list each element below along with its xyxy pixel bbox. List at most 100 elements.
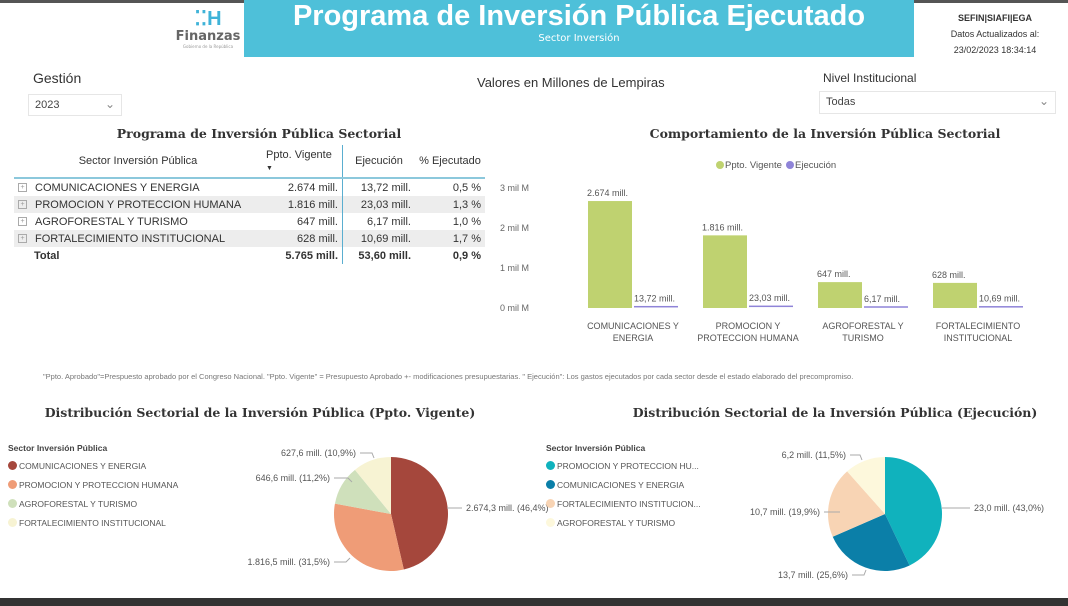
legend-item[interactable]: FORTALECIMIENTO INSTITUCION... — [546, 494, 701, 513]
sector-cell: + COMUNICACIONES Y ENERGIA — [14, 178, 262, 196]
col-ejecucion[interactable]: Ejecución — [342, 145, 415, 179]
pie-data-label: 1.816,5 mill. (31,5%) — [247, 557, 330, 567]
x-tick-label: PROMOCION Y — [716, 321, 781, 331]
table-row[interactable]: + AGROFORESTAL Y TURISMO 647 mill. 6,17 m… — [14, 213, 485, 230]
pie1-title: Distribución Sectorial de la Inversión P… — [44, 405, 476, 420]
page-subtitle: Sector Inversión — [538, 33, 620, 44]
nivel-value: Todas — [826, 96, 856, 108]
bar-ppto-vigente[interactable] — [818, 282, 862, 308]
legend-item[interactable]: Ejecución — [786, 160, 836, 171]
legend-label: PROMOCION Y PROTECCION HUMANA — [19, 479, 179, 490]
pie1-chart: 2.674,3 mill. (46,4%) 1.816,5 mill. (31,5… — [247, 448, 549, 571]
legend-dot — [716, 161, 724, 169]
units-label: Valores en Millones de Lempiras — [477, 75, 665, 90]
pie-data-label: 627,6 mill. (10,9%) — [281, 448, 356, 458]
x-tick-label: AGROFORESTAL Y — [822, 321, 903, 331]
total-ppto: 5.765 mill. — [262, 247, 343, 264]
sector-cell: + AGROFORESTAL Y TURISMO — [14, 213, 262, 230]
legend-label: FORTALECIMIENTO INSTITUCIONAL — [19, 517, 166, 528]
legend-item[interactable]: COMUNICACIONES Y ENERGIA — [8, 456, 178, 475]
legend-dot — [8, 518, 17, 527]
legend-item[interactable]: PROMOCION Y PROTECCION HU... — [546, 456, 701, 475]
bar-label: 647 mill. — [817, 269, 851, 279]
bar-ppto-vigente[interactable] — [588, 201, 632, 308]
legend-dot — [546, 518, 555, 527]
legend-item[interactable]: PROMOCION Y PROTECCION HUMANA — [8, 475, 178, 494]
sort-desc-icon: ▼ — [266, 165, 273, 172]
updated-label: Datos Actualizados al: — [950, 29, 1040, 39]
ppto-cell: 628 mill. — [262, 230, 343, 247]
x-tick-label: FORTALECIMIENTO — [936, 321, 1021, 331]
pie2-chart: 23,0 mill. (43,0%) 13,7 mill. (25,6%) 10,7… — [750, 450, 1044, 580]
legend-title: Sector Inversión Pública — [8, 443, 108, 453]
bar-label: 6,17 mill. — [864, 294, 900, 304]
system-label: SEFIN|SIAFI|EGA — [957, 13, 1033, 23]
bar-ejecucion[interactable] — [749, 305, 793, 308]
pie-slice[interactable] — [391, 457, 448, 570]
nivel-dropdown[interactable]: Todas ⌄ — [819, 91, 1056, 114]
col-pct[interactable]: % Ejecutado — [415, 145, 485, 179]
pie-slice[interactable] — [832, 514, 910, 571]
table-row[interactable]: + COMUNICACIONES Y ENERGIA 2.674 mill. 13… — [14, 178, 485, 196]
update-info: SEFIN|SIAFI|EGA Datos Actualizados al: 2… — [930, 10, 1060, 58]
chevron-down-icon: ⌄ — [1038, 94, 1049, 108]
sector-table: Sector Inversión Pública Ppto. Vigente ▼ … — [14, 145, 485, 264]
pie-slice[interactable] — [334, 469, 391, 514]
bar-ppto-vigente[interactable] — [933, 282, 977, 308]
pie-slice[interactable] — [334, 503, 404, 571]
y-tick-label: 3 mil M — [500, 183, 529, 193]
total-ejecucion: 53,60 mill. — [358, 249, 411, 262]
legend-label: COMUNICACIONES Y ENERGIA — [557, 479, 685, 490]
ejecucion-cell: 6,17 mill. — [366, 215, 411, 228]
pie-data-label: 23,0 mill. (43,0%) — [974, 503, 1044, 513]
title-banner: Programa de Inversión Pública Ejecutado … — [244, 0, 914, 57]
bar-ejecucion[interactable] — [864, 306, 908, 308]
leader-line — [334, 477, 353, 483]
pct-cell: 1,0 % — [452, 215, 481, 228]
legend-dot — [8, 499, 17, 508]
legend-title: Sector Inversión Pública — [546, 443, 646, 453]
pie-data-label: 10,7 mill. (19,9%) — [750, 507, 820, 517]
pie-slice[interactable] — [354, 457, 391, 514]
bar-label: 2.674 mill. — [587, 188, 628, 198]
legend-item[interactable]: AGROFORESTAL Y TURISMO — [546, 513, 701, 532]
logo-mark: ⁚⁚H — [194, 8, 222, 30]
pie-slice[interactable] — [885, 457, 942, 566]
pie2-legend: Sector Inversión Pública PROMOCION Y PROT… — [546, 443, 701, 532]
expand-icon[interactable]: + — [18, 183, 27, 193]
pct-cell: 1,3 % — [415, 196, 485, 213]
gestion-value: 2023 — [35, 99, 60, 111]
bar-ejecucion[interactable] — [634, 305, 678, 308]
bar-ppto-vigente[interactable] — [703, 235, 747, 308]
legend-item[interactable]: FORTALECIMIENTO INSTITUCIONAL — [8, 513, 178, 532]
legend-label: Ejecución — [795, 160, 836, 171]
sector-cell: + FORTALECIMIENTO INSTITUCIONAL — [14, 230, 262, 247]
legend-item[interactable]: COMUNICACIONES Y ENERGIA — [546, 475, 701, 494]
legend-label: FORTALECIMIENTO INSTITUCION... — [557, 498, 701, 509]
total-pct: 0,9 % — [452, 249, 481, 262]
legend-item[interactable]: AGROFORESTAL Y TURISMO — [8, 494, 178, 513]
ppto-cell: 647 mill. — [262, 213, 343, 230]
expand-icon[interactable]: + — [18, 234, 27, 244]
sector-cell: + PROMOCION Y PROTECCION HUMANA — [14, 196, 262, 213]
table-row[interactable]: + FORTALECIMIENTO INSTITUCIONAL 628 mill.… — [14, 230, 485, 247]
leader-line — [360, 452, 375, 459]
legend-item[interactable]: Ppto. Vigente — [716, 160, 782, 171]
x-tick-label: COMUNICACIONES Y — [587, 321, 679, 331]
expand-icon[interactable]: + — [18, 217, 27, 227]
pie2-title: Distribución Sectorial de la Inversión P… — [632, 405, 1038, 420]
gestion-dropdown[interactable]: 2023 ⌄ — [28, 94, 122, 116]
pie-slice[interactable] — [847, 457, 885, 514]
pct-cell: 0,5 % — [452, 181, 481, 194]
legend-dot — [786, 161, 794, 169]
col-sector[interactable]: Sector Inversión Pública — [14, 145, 262, 179]
y-tick-label: 1 mil M — [500, 263, 529, 273]
y-tick-label: 0 mil M — [500, 303, 529, 313]
pie-slice[interactable] — [828, 471, 885, 537]
y-tick-label: 2 mil M — [500, 223, 529, 233]
ppto-cell: 1.816 mill. — [262, 196, 343, 213]
table-row[interactable]: + PROMOCION Y PROTECCION HUMANA 1.816 mil… — [14, 196, 485, 213]
bar-ejecucion[interactable] — [979, 306, 1023, 308]
expand-icon[interactable]: + — [18, 200, 27, 210]
col-ppto[interactable]: Ppto. Vigente ▼ — [262, 145, 343, 179]
